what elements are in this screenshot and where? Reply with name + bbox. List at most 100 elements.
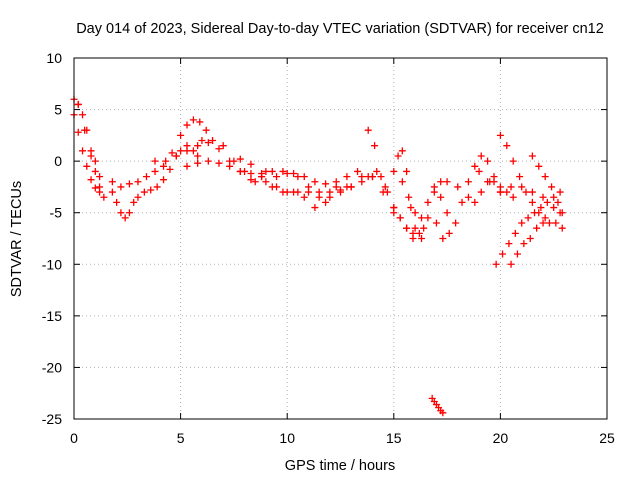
series-arc-11 (337, 173, 398, 217)
data-point (518, 183, 526, 191)
data-point (545, 219, 553, 227)
data-point (347, 183, 355, 191)
data-point (520, 240, 528, 248)
data-point (503, 188, 511, 196)
data-point (445, 229, 453, 237)
data-point (113, 198, 121, 206)
data-point (528, 198, 536, 206)
series-arc-8 (198, 137, 334, 201)
data-point (354, 167, 362, 175)
data-point (196, 118, 204, 126)
data-point (215, 159, 223, 167)
axis-ticks: 0 5 10 15 20 25 10 5 0 -5 -10 -15 -20 -25 (42, 50, 615, 446)
data-point (251, 178, 259, 186)
series-arc-24 (428, 394, 447, 417)
data-point (219, 142, 227, 150)
y-tick-label: -15 (42, 308, 62, 324)
data-point (492, 260, 500, 268)
y-tick-label: -5 (50, 205, 63, 221)
data-point (258, 173, 266, 181)
data-point (509, 157, 517, 165)
plot-frame (73, 57, 608, 420)
data-point (290, 170, 298, 178)
data-point (543, 198, 551, 206)
data-point (420, 224, 428, 232)
data-point (439, 409, 447, 417)
data-point (507, 260, 515, 268)
data-point (496, 188, 504, 196)
data-point (430, 183, 438, 191)
data-point (471, 162, 479, 170)
data-point (183, 147, 191, 155)
data-point (471, 198, 479, 206)
data-point (511, 229, 519, 237)
series-arc-18 (443, 178, 517, 206)
data-point (550, 204, 558, 212)
data-point (390, 167, 398, 175)
data-point (166, 165, 174, 173)
x-tick-label: 20 (493, 430, 509, 446)
data-point (507, 183, 515, 191)
data-point (541, 173, 549, 181)
data-point (87, 176, 95, 184)
data-point (439, 235, 447, 242)
series-arc-22 (507, 219, 566, 268)
data-point (262, 167, 270, 175)
data-point (541, 214, 549, 222)
data-point (294, 173, 302, 181)
data-point (300, 193, 308, 201)
series-arc-21 (496, 131, 549, 222)
data-point (87, 152, 95, 160)
data-point (415, 229, 423, 237)
data-point (273, 173, 281, 181)
data-point (424, 198, 432, 206)
data-point (535, 209, 543, 217)
data-point (513, 250, 521, 258)
data-point (194, 152, 202, 160)
data-point (121, 214, 129, 222)
data-point (279, 167, 287, 175)
data-point (383, 188, 391, 196)
data-point (528, 152, 536, 160)
data-points (70, 95, 566, 417)
data-point (247, 160, 255, 168)
series-arc-15 (398, 178, 445, 222)
data-point (81, 126, 89, 134)
data-point (74, 100, 82, 108)
data-point (130, 198, 138, 206)
data-point (403, 167, 411, 175)
data-point (326, 188, 334, 196)
data-point (499, 250, 507, 258)
data-point (396, 214, 404, 222)
data-point (524, 214, 532, 222)
series-arc-3 (74, 100, 104, 181)
data-point (358, 173, 366, 181)
chart-title: Day 014 of 2023, Sidereal Day-to-day VTE… (76, 21, 604, 37)
data-point (505, 240, 513, 248)
x-tick-label: 15 (386, 430, 402, 446)
data-point (558, 209, 566, 217)
data-point (147, 186, 155, 194)
data-point (83, 162, 91, 170)
data-point (305, 183, 313, 191)
data-point (230, 157, 238, 165)
data-point (377, 173, 385, 181)
data-point (189, 116, 197, 124)
data-point (496, 131, 504, 139)
data-point (454, 183, 462, 191)
series-arc-13 (373, 167, 417, 242)
data-point (475, 167, 483, 175)
series-arc-9 (236, 155, 372, 212)
data-point (373, 167, 381, 175)
data-point (189, 147, 197, 155)
data-point (458, 198, 466, 206)
data-point (477, 188, 485, 196)
data-point (424, 214, 432, 222)
data-point (381, 183, 389, 191)
data-point (418, 214, 426, 222)
series-arc-4 (108, 142, 202, 222)
data-point (198, 137, 206, 145)
x-axis-label: GPS time / hours (285, 458, 395, 474)
data-point (371, 142, 379, 150)
